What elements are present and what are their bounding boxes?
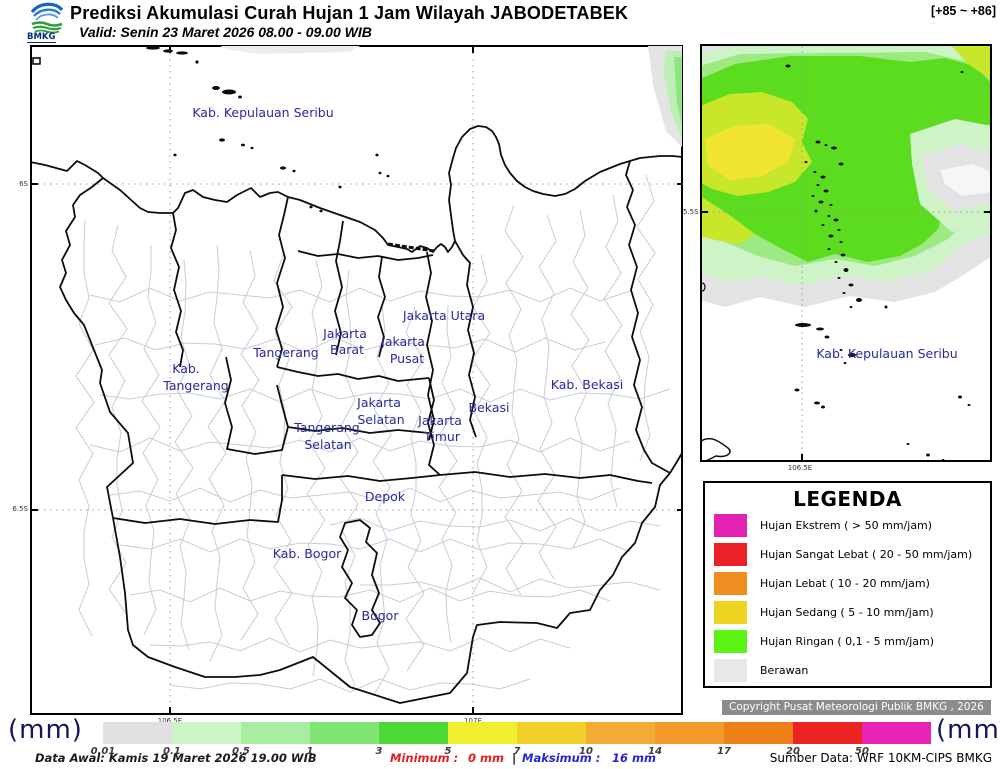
colorbar-segment <box>724 722 793 744</box>
colorbar-segment <box>793 722 862 744</box>
maksimum-label: Maksimum : <box>522 751 601 765</box>
legend-item: Hujan Sangat Lebat ( 20 - 50 mm/jam) <box>705 540 990 569</box>
colorbar-tick: 20 <box>786 746 800 757</box>
maksimum-value: 16 mm <box>612 751 656 765</box>
legend-item: Hujan Ringan ( 0,1 - 5 mm/jam) <box>705 627 990 656</box>
colorbar-segment <box>517 722 586 744</box>
inset-islands <box>785 64 971 461</box>
legend-swatch <box>714 659 747 682</box>
colorbar-unit-left: (mm) <box>8 715 83 745</box>
colorbar-tick: 3 <box>375 746 383 757</box>
inset-lat-tick: 5.5S <box>683 208 699 216</box>
main-map[interactable] <box>30 45 683 715</box>
legend-swatch <box>714 514 747 537</box>
colorbar-tick: 5 <box>444 746 452 757</box>
legend-swatch <box>714 630 747 653</box>
inset-graticule <box>702 46 990 460</box>
colorbar-tick: 0.1 <box>163 746 181 757</box>
minimum-value: 0 mm <box>468 751 504 765</box>
lon-tick: 106.5E <box>157 717 183 725</box>
colorbar-segment <box>586 722 655 744</box>
bmkg-logo-text: BMKG <box>27 32 56 43</box>
legend-swatch <box>714 572 747 595</box>
legend-item: Hujan Ekstrem ( > 50 mm/jam) <box>705 511 990 540</box>
colorbar-segment <box>379 722 448 744</box>
lon-tick: 107E <box>464 717 482 725</box>
legend-item: Berawan <box>705 656 990 685</box>
copyright-banner: Copyright Pusat Meteorologi Publik BMKG … <box>722 700 991 715</box>
islands <box>146 46 390 213</box>
bmkg-logo-icon <box>30 2 64 34</box>
legend-label: Hujan Ekstrem ( > 50 mm/jam) <box>760 519 933 532</box>
graticule <box>32 47 681 713</box>
colorbar-tick: 50 <box>855 746 869 757</box>
colorbar-tick: 1 <box>306 746 314 757</box>
colorbar-segment <box>655 722 724 744</box>
legend-label: Berawan <box>760 664 809 677</box>
legend-rows: Hujan Ekstrem ( > 50 mm/jam) Hujan Sangat… <box>705 511 990 685</box>
legend-label: Hujan Lebat ( 10 - 20 mm/jam) <box>760 577 930 590</box>
inset-map[interactable] <box>700 44 992 462</box>
colorbar-segment <box>172 722 241 744</box>
colorbar-tick: 7 <box>513 746 521 757</box>
legend-label: Hujan Sedang ( 5 - 10 mm/jam) <box>760 606 934 619</box>
inset-lon-tick: 106.5E <box>787 464 813 472</box>
data-awal: Data Awal: Kamis 19 Maret 2026 19.00 WIB <box>35 751 317 765</box>
colorbar-segment <box>310 722 379 744</box>
legend-label: Hujan Ringan ( 0,1 - 5 mm/jam) <box>760 635 935 648</box>
lat-tick: 6.5S <box>12 505 28 513</box>
legend-title: LEGENDA <box>793 487 902 511</box>
colorbar-tick: 10 <box>579 746 593 757</box>
colorbar-unit-right: (mm) <box>936 715 1000 745</box>
colorbar-tick: 0.01 <box>90 746 116 757</box>
legend-label: Hujan Sangat Lebat ( 20 - 50 mm/jam) <box>760 548 973 561</box>
minimum-label: Minimum : <box>390 751 459 765</box>
colorbar-segment <box>862 722 931 744</box>
lat-tick: 6S <box>19 180 28 188</box>
page-title: Prediksi Akumulasi Curah Hujan 1 Jam Wil… <box>70 3 629 23</box>
inset-region-label: Kab. Kepulauan Seribu <box>816 345 958 361</box>
colorbar-segment <box>103 722 172 744</box>
colorbar-tick: 14 <box>648 746 662 757</box>
legend-swatch <box>714 543 747 566</box>
admin-boundaries <box>30 125 683 704</box>
legend-panel: LEGENDA Hujan Ekstrem ( > 50 mm/jam) Huja… <box>703 481 992 688</box>
colorbar-tick: 17 <box>717 746 731 757</box>
sumber-data: Sumber Data: WRF 10KM-CIPS BMKG <box>769 751 992 765</box>
min-max-separator: | <box>512 751 517 765</box>
legend-item: Hujan Lebat ( 10 - 20 mm/jam) <box>705 569 990 598</box>
legend-item: Hujan Sedang ( 5 - 10 mm/jam) <box>705 598 990 627</box>
colorbar-segment <box>448 722 517 744</box>
forecast-hour-range: [+85 ~ +86] <box>931 4 996 18</box>
valid-time: Valid: Senin 23 Maret 2026 08.00 - 09.00… <box>79 24 372 40</box>
colorbar-tick: 0.5 <box>232 746 250 757</box>
rain-contours <box>700 44 992 307</box>
legend-swatch <box>714 601 747 624</box>
colorbar-segment <box>241 722 310 744</box>
